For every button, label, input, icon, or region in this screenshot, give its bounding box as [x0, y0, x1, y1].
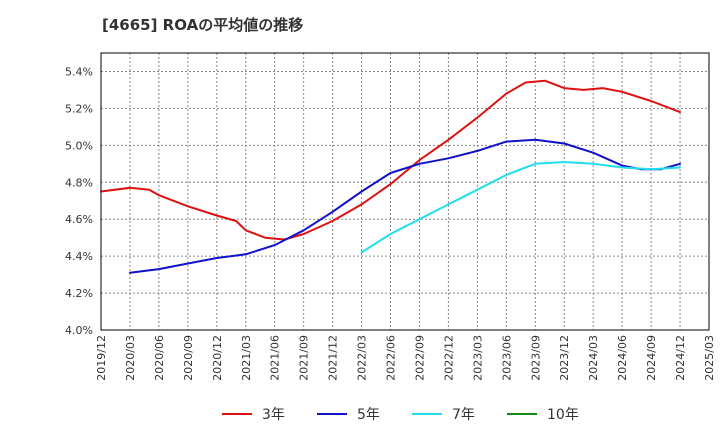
- x-tick-label: 2024/09: [645, 335, 658, 381]
- x-tick-label: 2025/03: [703, 335, 716, 381]
- legend-label: 3年: [262, 407, 285, 423]
- x-tick-label: 2023/03: [471, 335, 484, 381]
- x-tick-label: 2023/06: [500, 335, 513, 381]
- y-tick-label: 4.2%: [65, 287, 93, 300]
- x-tick-label: 2021/06: [269, 335, 282, 381]
- y-tick-label: 5.4%: [65, 65, 93, 78]
- x-tick-label: 2024/12: [674, 335, 687, 381]
- x-axis-ticks: 2019/12 2020/03 2020/06 2020/09 2020/12 2021/…: [95, 335, 716, 381]
- x-tick-label: 2020/03: [124, 335, 137, 381]
- x-tick-label: 2024/03: [587, 335, 600, 381]
- x-tick-label: 2023/12: [558, 335, 571, 381]
- y-tick-label: 4.6%: [65, 213, 93, 226]
- plot-background: [101, 53, 709, 330]
- y-tick-label: 4.8%: [65, 176, 93, 189]
- y-axis-ticks: 4.0% 4.2% 4.4% 4.6% 4.8% 5.0% 5.2% 5.4%: [65, 65, 93, 337]
- y-tick-label: 5.2%: [65, 102, 93, 115]
- x-tick-label: 2022/03: [356, 335, 369, 381]
- series-line: [129, 138, 681, 274]
- x-tick-label: 2020/09: [182, 335, 195, 381]
- x-tick-label: 2020/06: [153, 335, 166, 381]
- y-tick-label: 4.0%: [65, 324, 93, 337]
- x-tick-label: 2021/12: [327, 335, 340, 381]
- x-tick-label: 2022/12: [442, 335, 455, 381]
- x-tick-label: 2020/12: [211, 335, 224, 381]
- y-tick-label: 4.4%: [65, 250, 93, 263]
- legend-label: 5年: [357, 407, 380, 423]
- legend: 3年 5年 7年 10年: [222, 407, 579, 423]
- plot-frame: [100, 52, 710, 331]
- series-line: [360, 161, 681, 254]
- legend-label: 7年: [452, 407, 475, 423]
- x-tick-label: 2021/09: [298, 335, 311, 381]
- x-tick-label: 2023/09: [529, 335, 542, 381]
- series-line: [100, 79, 681, 241]
- chart-title: [4665] ROAの平均値の推移: [102, 16, 304, 34]
- legend-label: 10年: [547, 407, 579, 423]
- y-tick-label: 5.0%: [65, 139, 93, 152]
- series-lines: [100, 79, 681, 274]
- x-tick-label: 2024/06: [616, 335, 629, 381]
- x-tick-label: 2019/12: [95, 335, 108, 381]
- x-tick-label: 2021/03: [240, 335, 253, 381]
- x-tick-label: 2022/09: [413, 335, 426, 381]
- x-tick-label: 2022/06: [385, 335, 398, 381]
